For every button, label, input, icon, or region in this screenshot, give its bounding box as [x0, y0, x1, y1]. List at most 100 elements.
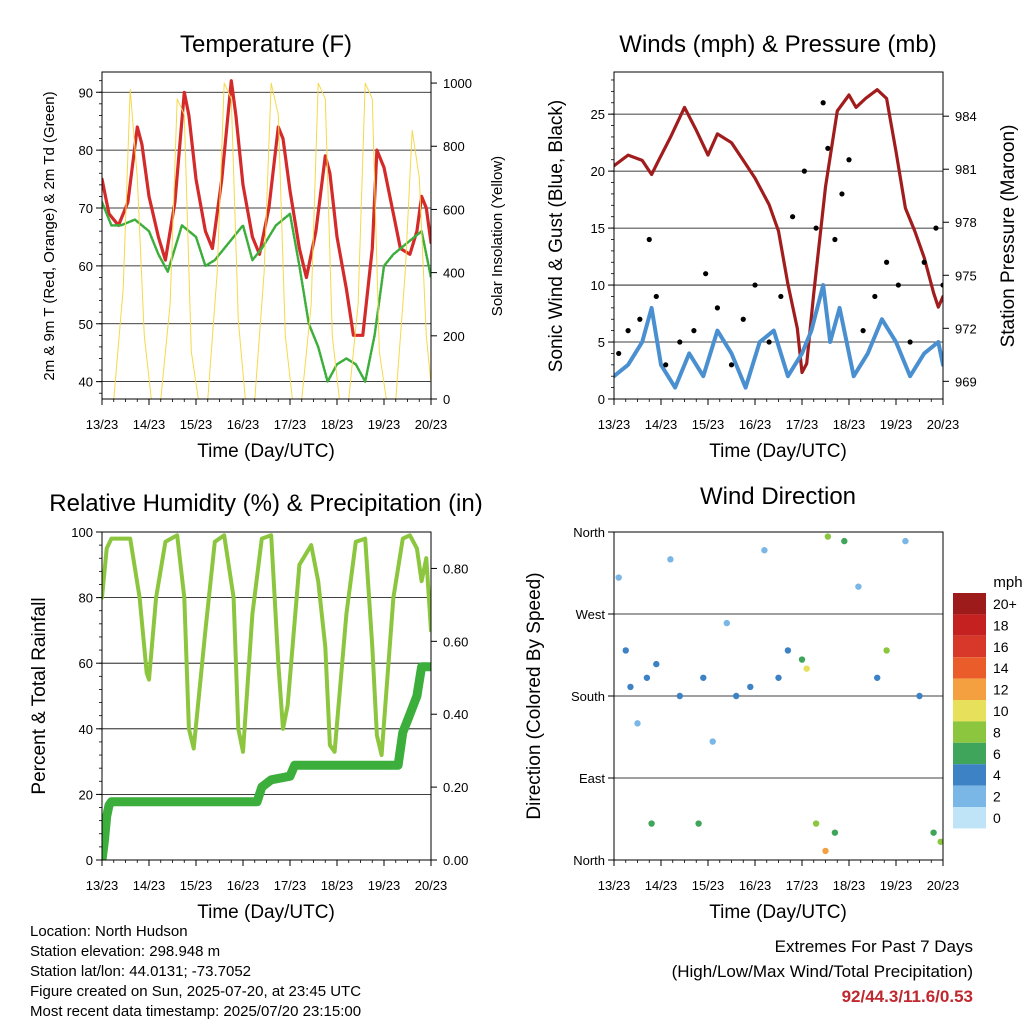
- y-tick-label: 10: [591, 278, 605, 293]
- y2-tick-label: 800: [443, 139, 465, 154]
- legend-swatch: [953, 785, 986, 807]
- extremes-subheading: (High/Low/Max Wind/Total Precipitation): [671, 962, 973, 981]
- y-tick-label: 80: [79, 591, 93, 606]
- x-tick-label: 18/23: [321, 417, 354, 432]
- x-tick-label: 14/23: [645, 417, 678, 432]
- y-tick-label: 40: [79, 375, 93, 390]
- x-tick-label: 17/23: [274, 878, 307, 893]
- gust-point: [933, 225, 939, 231]
- temperature-ylabel-left: 2m & 9m T (Red, Orange) & 2m Td (Green): [41, 91, 58, 380]
- gust-point: [663, 362, 669, 368]
- gust-point: [677, 339, 683, 345]
- direction-point: [723, 619, 730, 627]
- direction-title: Wind Direction: [700, 483, 856, 510]
- direction-point: [747, 683, 754, 691]
- gust-point: [872, 293, 878, 300]
- direction-point: [874, 674, 881, 681]
- x-tick-label: 16/23: [739, 417, 772, 432]
- y-tick-label: 50: [79, 317, 93, 332]
- gust-point: [691, 328, 697, 334]
- y-tick-label: West: [576, 607, 606, 622]
- x-tick-label: 19/23: [368, 878, 401, 893]
- y2-tick-label: 0.60: [443, 634, 468, 649]
- winds-xlabel: Time (Day/UTC): [709, 441, 847, 462]
- y2-tick-label: 1000: [443, 76, 472, 91]
- series-line-relative-humidity: [102, 533, 431, 757]
- direction-point: [798, 656, 806, 663]
- direction-point: [784, 647, 792, 654]
- humidity-grid: [102, 531, 431, 861]
- humidity-title: Relative Humidity (%) & Precipitation (i…: [49, 490, 482, 517]
- gust-point: [884, 259, 890, 265]
- gust-point: [813, 225, 819, 231]
- extremes-heading: Extremes For Past 7 Days: [774, 937, 973, 956]
- extremes-box: Extremes For Past 7 Days (High/Low/Max W…: [672, 934, 973, 1009]
- gust-point: [728, 362, 735, 368]
- x-tick-label: 14/23: [133, 878, 166, 893]
- series-line-solar-insolation: [102, 82, 431, 399]
- temperature-title: Temperature (F): [180, 31, 352, 58]
- y-tick-label: 5: [598, 335, 605, 350]
- x-tick-label: 17/23: [274, 417, 307, 432]
- x-tick-label: 18/23: [833, 417, 866, 432]
- gust-point: [752, 282, 758, 288]
- y-tick-label: 90: [79, 85, 93, 100]
- series-line-total-precipitation: [102, 662, 431, 860]
- winds-ylabel-left: Sonic Wind & Gust (Blue, Black): [546, 100, 567, 372]
- humidity-axes: 0 20 40 60 80 100 0.00 0.20 0.40 0.60 0.80 13/23 14/…: [71, 525, 468, 893]
- direction-point: [648, 820, 655, 827]
- direction-series: [615, 533, 943, 855]
- legend-label: 16: [993, 639, 1009, 655]
- x-tick-label: 14/23: [645, 878, 678, 893]
- direction-point: [824, 533, 832, 540]
- gust-point: [801, 168, 807, 174]
- y-tick-label: 0: [86, 853, 93, 868]
- legend-label: 12: [993, 682, 1009, 698]
- series-line-2m-td: [102, 200, 431, 383]
- x-tick-label: 20/23: [927, 417, 960, 432]
- winds-series: [614, 88, 943, 390]
- temperature-series: [102, 79, 431, 399]
- legend-label: 10: [993, 703, 1009, 719]
- gust-point: [616, 350, 622, 357]
- y-tick-label: South: [571, 689, 605, 704]
- direction-point: [643, 674, 651, 681]
- elevation-text: Station elevation: 298.948 m: [30, 943, 221, 960]
- recent-text: Most recent data timestamp: 2025/07/20 2…: [30, 1003, 362, 1020]
- direction-point: [803, 665, 810, 672]
- y2-tick-label: 0.20: [443, 780, 468, 795]
- direction-xlabel: Time (Day/UTC): [709, 902, 847, 923]
- direction-point: [653, 660, 660, 668]
- temperature-axes: 40 50 60 70 80 90 0 200 400 600 800 1000 13/23 14/23 1…: [79, 76, 472, 432]
- gust-point: [907, 339, 913, 345]
- x-tick-label: 17/23: [786, 878, 819, 893]
- temperature-xlabel: Time (Day/UTC): [197, 441, 335, 462]
- temperature-panel: Temperature (F) 40 50 60 70 80 90 0 200 400 600 80…: [41, 31, 506, 462]
- direction-point: [841, 537, 848, 545]
- direction-axes: North East South West North 13/23 14/23 15/23 16…: [571, 525, 959, 893]
- gust-point: [703, 271, 709, 277]
- legend-swatch: [953, 764, 986, 786]
- x-tick-label: 17/23: [786, 417, 819, 432]
- x-tick-label: 13/23: [86, 878, 119, 893]
- y-tick-label: 60: [79, 259, 93, 274]
- x-tick-label: 16/23: [227, 878, 260, 893]
- direction-point: [676, 692, 683, 700]
- direction-point: [883, 647, 890, 654]
- x-tick-label: 15/23: [180, 878, 213, 893]
- legend-swatch: [953, 742, 986, 765]
- x-tick-label: 20/23: [415, 878, 448, 893]
- x-tick-label: 18/23: [321, 878, 354, 893]
- legend-label: 20+: [993, 596, 1017, 612]
- legend-label: 4: [993, 767, 1001, 783]
- direction-point: [627, 683, 634, 691]
- y2-tick-label: 0.80: [443, 561, 468, 576]
- direction-point: [634, 720, 641, 727]
- y-tick-label: 15: [591, 221, 605, 236]
- y-tick-label: 25: [591, 107, 605, 122]
- y2-tick-label: 978: [955, 215, 977, 230]
- direction-point: [855, 583, 862, 590]
- direction-point: [709, 738, 716, 745]
- winds-axes: 0 5 10 15 20 25 969 972 975 978 981 984 13/23 14/23 15…: [591, 79, 977, 432]
